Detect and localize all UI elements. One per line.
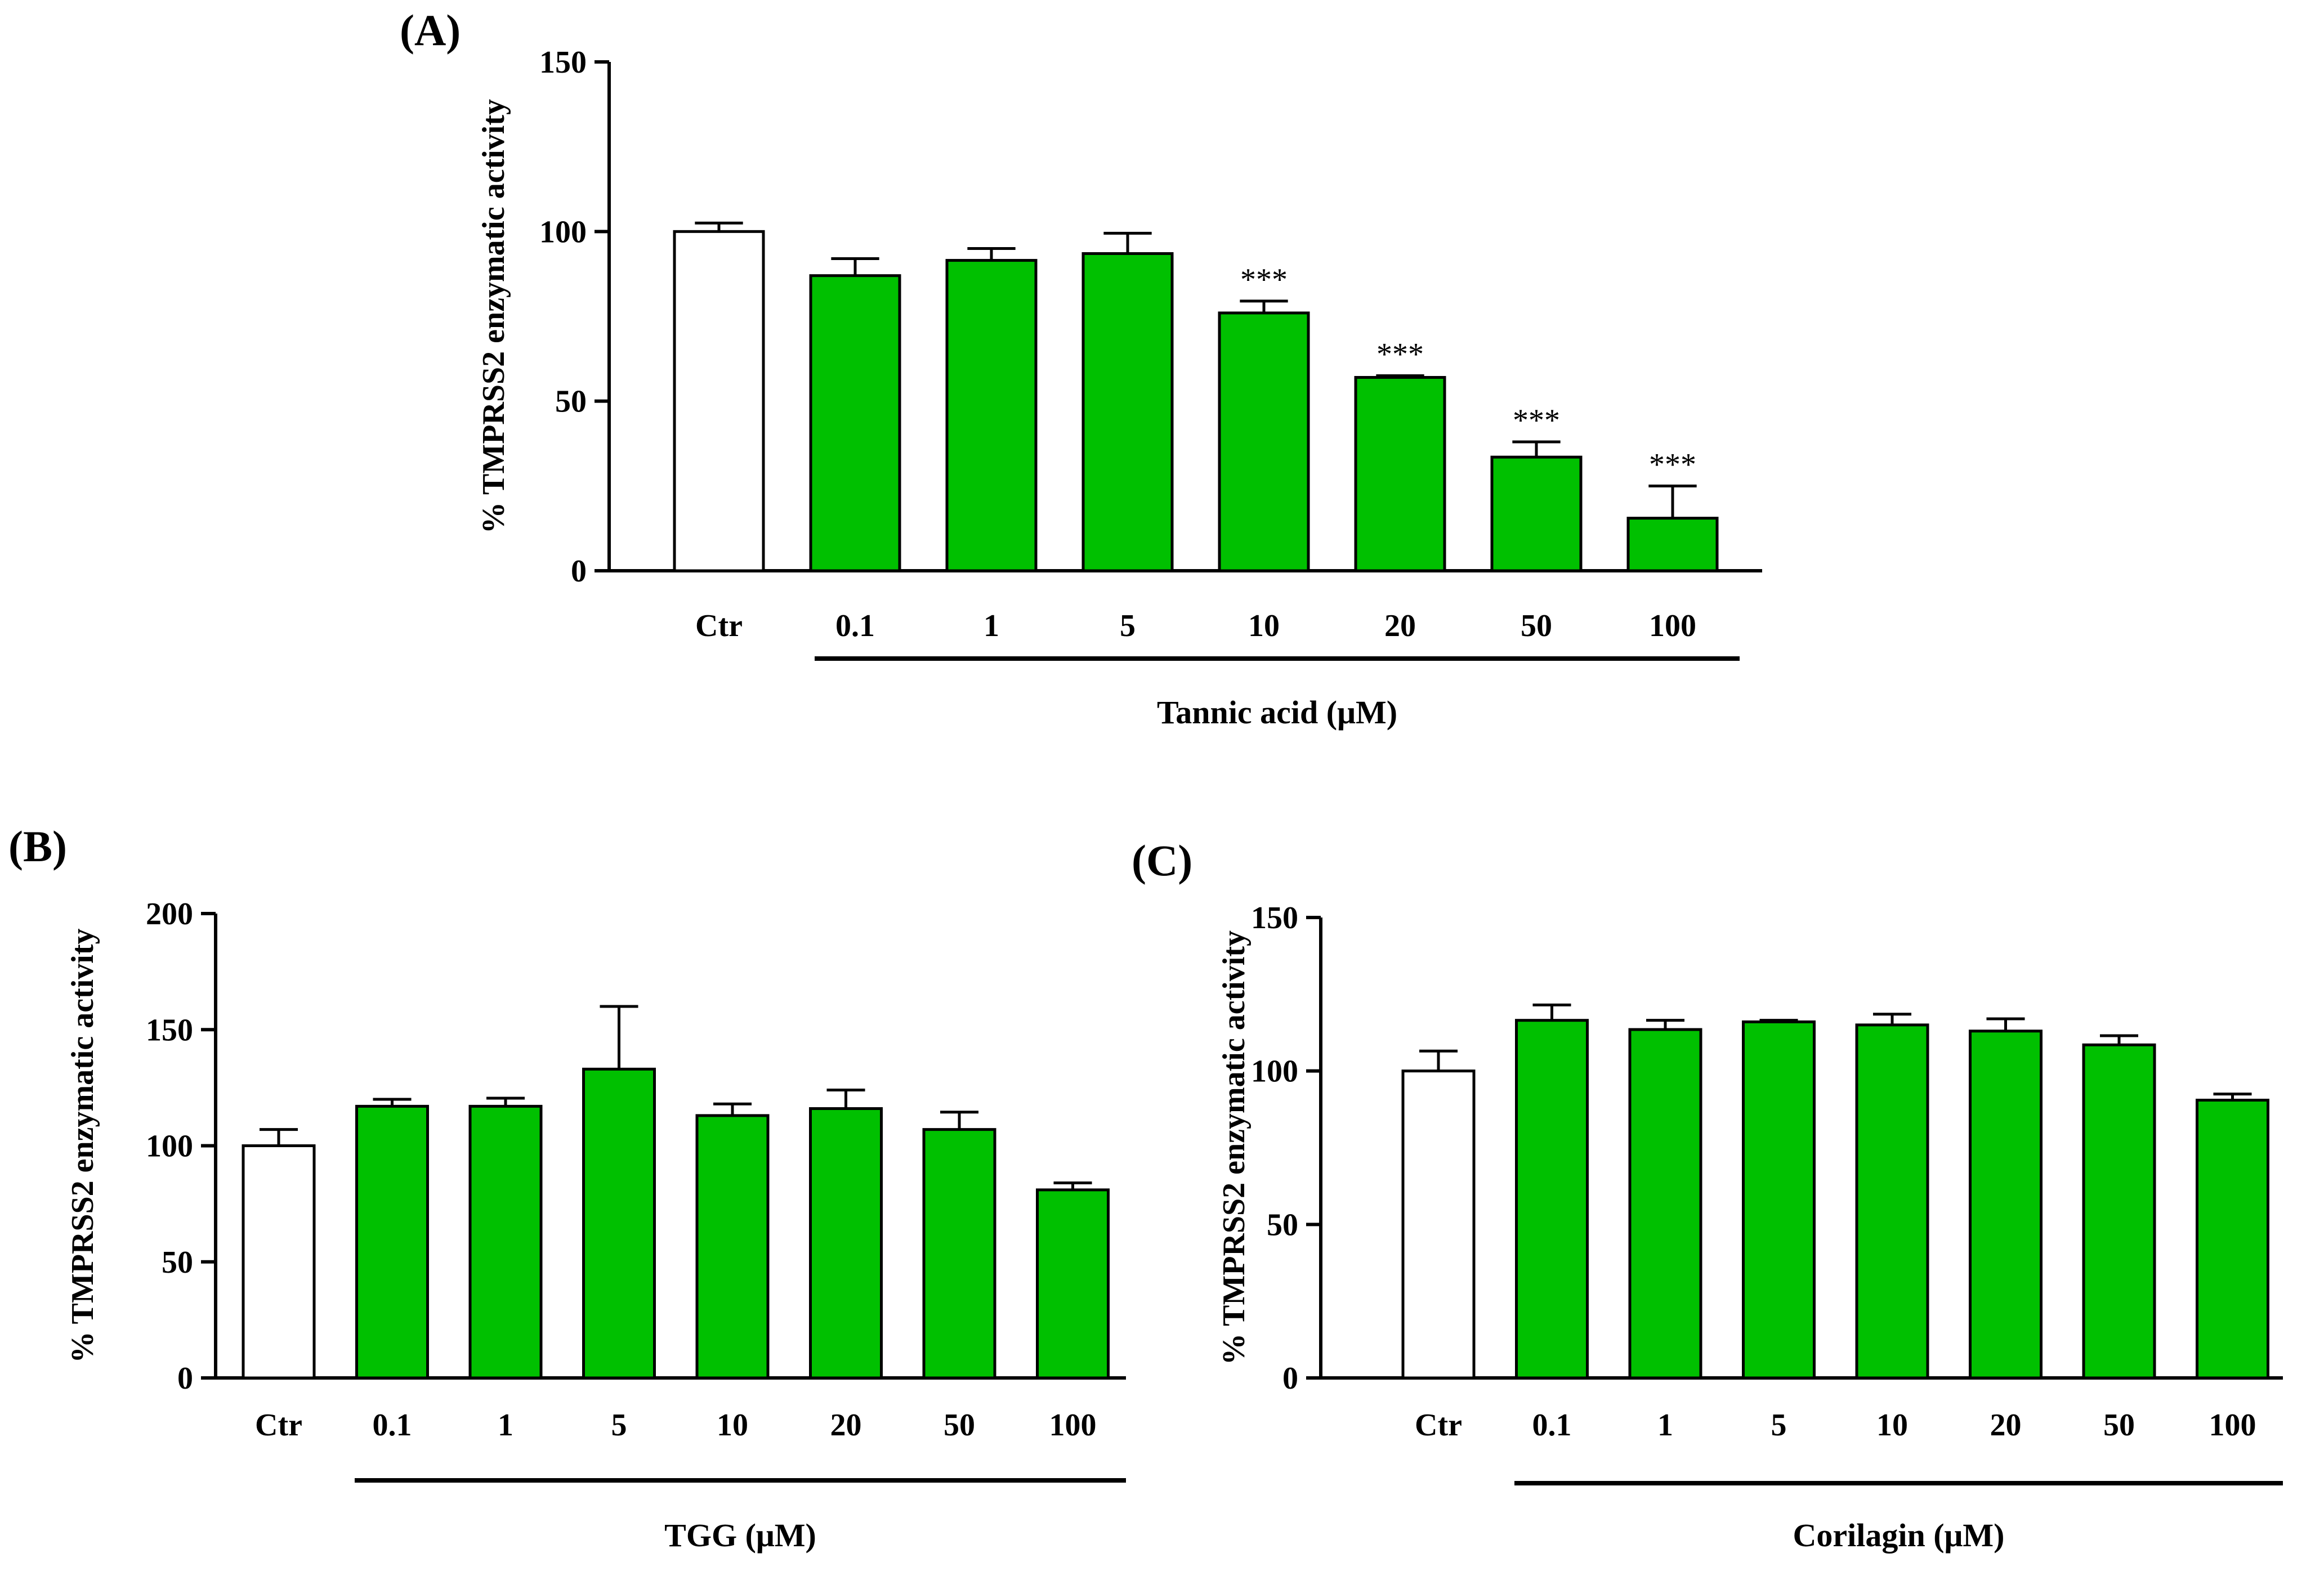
y-axis-label: % TMPRSS2 enzymatic activity <box>476 99 511 534</box>
x-tick-label: 20 <box>1384 608 1416 643</box>
bar <box>1081 252 1174 572</box>
bar <box>945 259 1038 572</box>
y-axis-label: % TMPRSS2 enzymatic activity <box>65 929 100 1363</box>
panel-c: (C)% TMPRSS2 enzymatic activity050100150… <box>1132 836 2283 1554</box>
bar <box>1969 1030 2043 1380</box>
group-label: Corilagin (μM) <box>1793 1517 2005 1554</box>
bar <box>242 1144 316 1380</box>
x-tick-label: 1 <box>498 1408 513 1443</box>
y-tick-label: 150 <box>146 1013 193 1048</box>
x-tick-label: 20 <box>830 1408 862 1443</box>
x-tick-label: Ctr <box>1415 1408 1462 1443</box>
x-tick-label: 5 <box>1120 608 1136 643</box>
bar <box>1628 1028 1702 1380</box>
x-tick-label: 50 <box>1521 608 1552 643</box>
x-tick-label: 10 <box>1876 1408 1908 1443</box>
bar <box>809 1107 883 1380</box>
x-tick-label: 5 <box>1771 1408 1787 1443</box>
y-tick-label: 50 <box>555 384 587 419</box>
y-tick-label: 100 <box>146 1129 193 1164</box>
bar <box>2196 1098 2269 1380</box>
bar <box>1742 1020 1816 1380</box>
bar <box>2082 1043 2156 1380</box>
x-tick-label: 50 <box>944 1408 975 1443</box>
x-tick-label: 10 <box>1248 608 1280 643</box>
y-tick-label: 0 <box>177 1361 193 1396</box>
bar <box>922 1128 996 1380</box>
bar <box>1218 311 1310 572</box>
significance-label: *** <box>1649 447 1696 482</box>
x-tick-label: Ctr <box>255 1408 302 1443</box>
y-tick-label: 0 <box>1282 1361 1298 1396</box>
x-tick-label: 100 <box>1649 608 1696 643</box>
bar <box>1354 375 1446 572</box>
bar <box>355 1104 429 1380</box>
x-tick-label: 0.1 <box>1532 1408 1572 1443</box>
panel-label: (B) <box>8 822 67 871</box>
x-tick-label: 0.1 <box>835 608 875 643</box>
group-label: Tannic acid (μM) <box>1157 694 1397 731</box>
group-label: TGG (μM) <box>664 1517 816 1554</box>
bar <box>1036 1188 1110 1380</box>
y-tick-label: 200 <box>146 897 193 932</box>
bar <box>695 1114 770 1380</box>
panel-label: (C) <box>1132 836 1192 885</box>
y-tick-label: 150 <box>1251 901 1298 936</box>
y-tick-label: 100 <box>1251 1054 1298 1089</box>
x-tick-label: 50 <box>2103 1408 2135 1443</box>
x-tick-label: 10 <box>717 1408 748 1443</box>
bar <box>468 1104 543 1380</box>
y-axis-label: % TMPRSS2 enzymatic activity <box>1217 930 1252 1365</box>
bar <box>809 274 901 572</box>
x-tick-label: 5 <box>611 1408 627 1443</box>
x-tick-label: Ctr <box>695 608 743 643</box>
panel-a: (A)% TMPRSS2 enzymatic activity050100150… <box>400 6 1762 731</box>
bar <box>673 230 765 572</box>
bar <box>582 1067 656 1380</box>
significance-label: *** <box>1240 262 1288 297</box>
x-tick-label: 20 <box>1990 1408 2022 1443</box>
panel-b: (B)% TMPRSS2 enzymatic activity050100150… <box>8 822 1126 1554</box>
x-tick-label: 100 <box>1049 1408 1097 1443</box>
bar <box>1490 455 1583 572</box>
significance-label: *** <box>1513 403 1560 438</box>
y-tick-label: 100 <box>539 214 587 249</box>
y-tick-label: 50 <box>162 1245 193 1280</box>
y-tick-label: 0 <box>571 554 587 589</box>
bar <box>1401 1069 1476 1380</box>
x-tick-label: 100 <box>2209 1408 2256 1443</box>
x-tick-label: 1 <box>1657 1408 1673 1443</box>
bar <box>1855 1023 1929 1380</box>
bar <box>1626 517 1719 572</box>
panel-label: (A) <box>400 6 461 55</box>
significance-label: *** <box>1376 337 1424 372</box>
y-tick-label: 50 <box>1267 1207 1298 1242</box>
y-tick-label: 150 <box>539 45 587 80</box>
bar <box>1515 1019 1589 1380</box>
x-tick-label: 0.1 <box>373 1408 412 1443</box>
x-tick-label: 1 <box>984 608 999 643</box>
